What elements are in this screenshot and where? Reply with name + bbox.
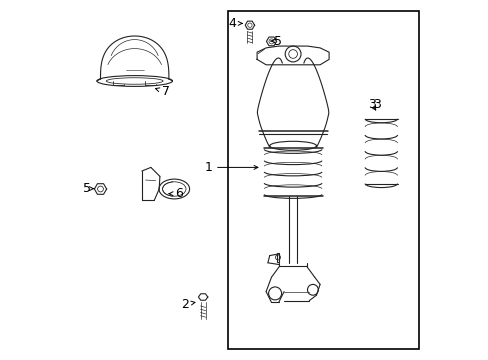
- Text: 3: 3: [367, 98, 375, 111]
- Text: 2: 2: [181, 298, 195, 311]
- Bar: [228, 11, 418, 349]
- Text: 5: 5: [82, 182, 94, 195]
- Bar: [276, 253, 279, 262]
- Text: 1: 1: [204, 161, 257, 174]
- Text: 5: 5: [270, 35, 282, 48]
- Text: 3: 3: [372, 98, 380, 111]
- Text: 7: 7: [155, 85, 169, 98]
- Text: 4: 4: [227, 17, 242, 30]
- Text: 6: 6: [169, 187, 183, 200]
